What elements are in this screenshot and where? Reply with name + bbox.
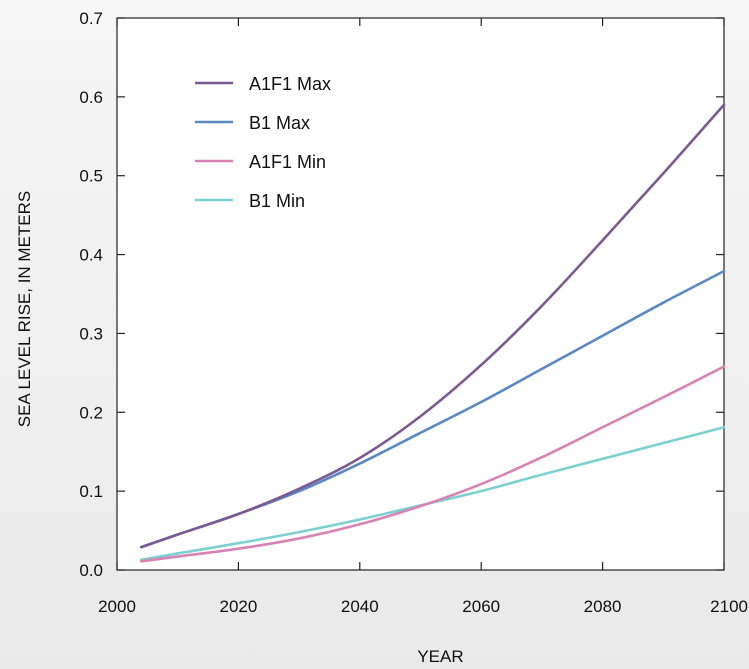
y-tick-label: 0.3 (79, 324, 103, 343)
series-lines (139, 103, 726, 563)
x-tick-label: 2020 (219, 597, 257, 616)
x-tick-label: 2080 (584, 597, 622, 616)
y-tick-label: 0.0 (79, 561, 103, 580)
y-axis-label: SEA LEVEL RISE, IN METERS (15, 191, 34, 428)
legend-label: B1 Max (249, 113, 310, 133)
y-tick-label: 0.7 (79, 9, 103, 28)
series-line-a1f1-min (139, 365, 726, 563)
y-tick-label: 0.6 (79, 88, 103, 107)
y-tick-label: 0.4 (79, 246, 103, 265)
x-tick-label: 2100 (710, 597, 748, 616)
plot-area (116, 17, 725, 571)
legend-label: B1 Min (249, 191, 305, 211)
x-axis-label: YEAR (417, 647, 463, 666)
legend-label: A1F1 Max (249, 74, 331, 94)
axis-ticks: 0.0 0.1 0.2 0.3 0.4 0.5 0.6 0.7 2000 2020 2040 2060… (79, 9, 748, 616)
x-tick-label: 2000 (98, 597, 136, 616)
y-tick-label: 0.1 (79, 482, 103, 501)
x-tick-label: 2060 (462, 597, 500, 616)
legend: A1F1 Max B1 Max A1F1 Min B1 Min (195, 74, 331, 211)
x-tick-label: 2040 (341, 597, 379, 616)
legend-label: A1F1 Min (249, 152, 326, 172)
y-tick-label: 0.5 (79, 167, 103, 186)
series-line-a1f1-max (139, 103, 726, 549)
y-tick-label: 0.2 (79, 403, 103, 422)
